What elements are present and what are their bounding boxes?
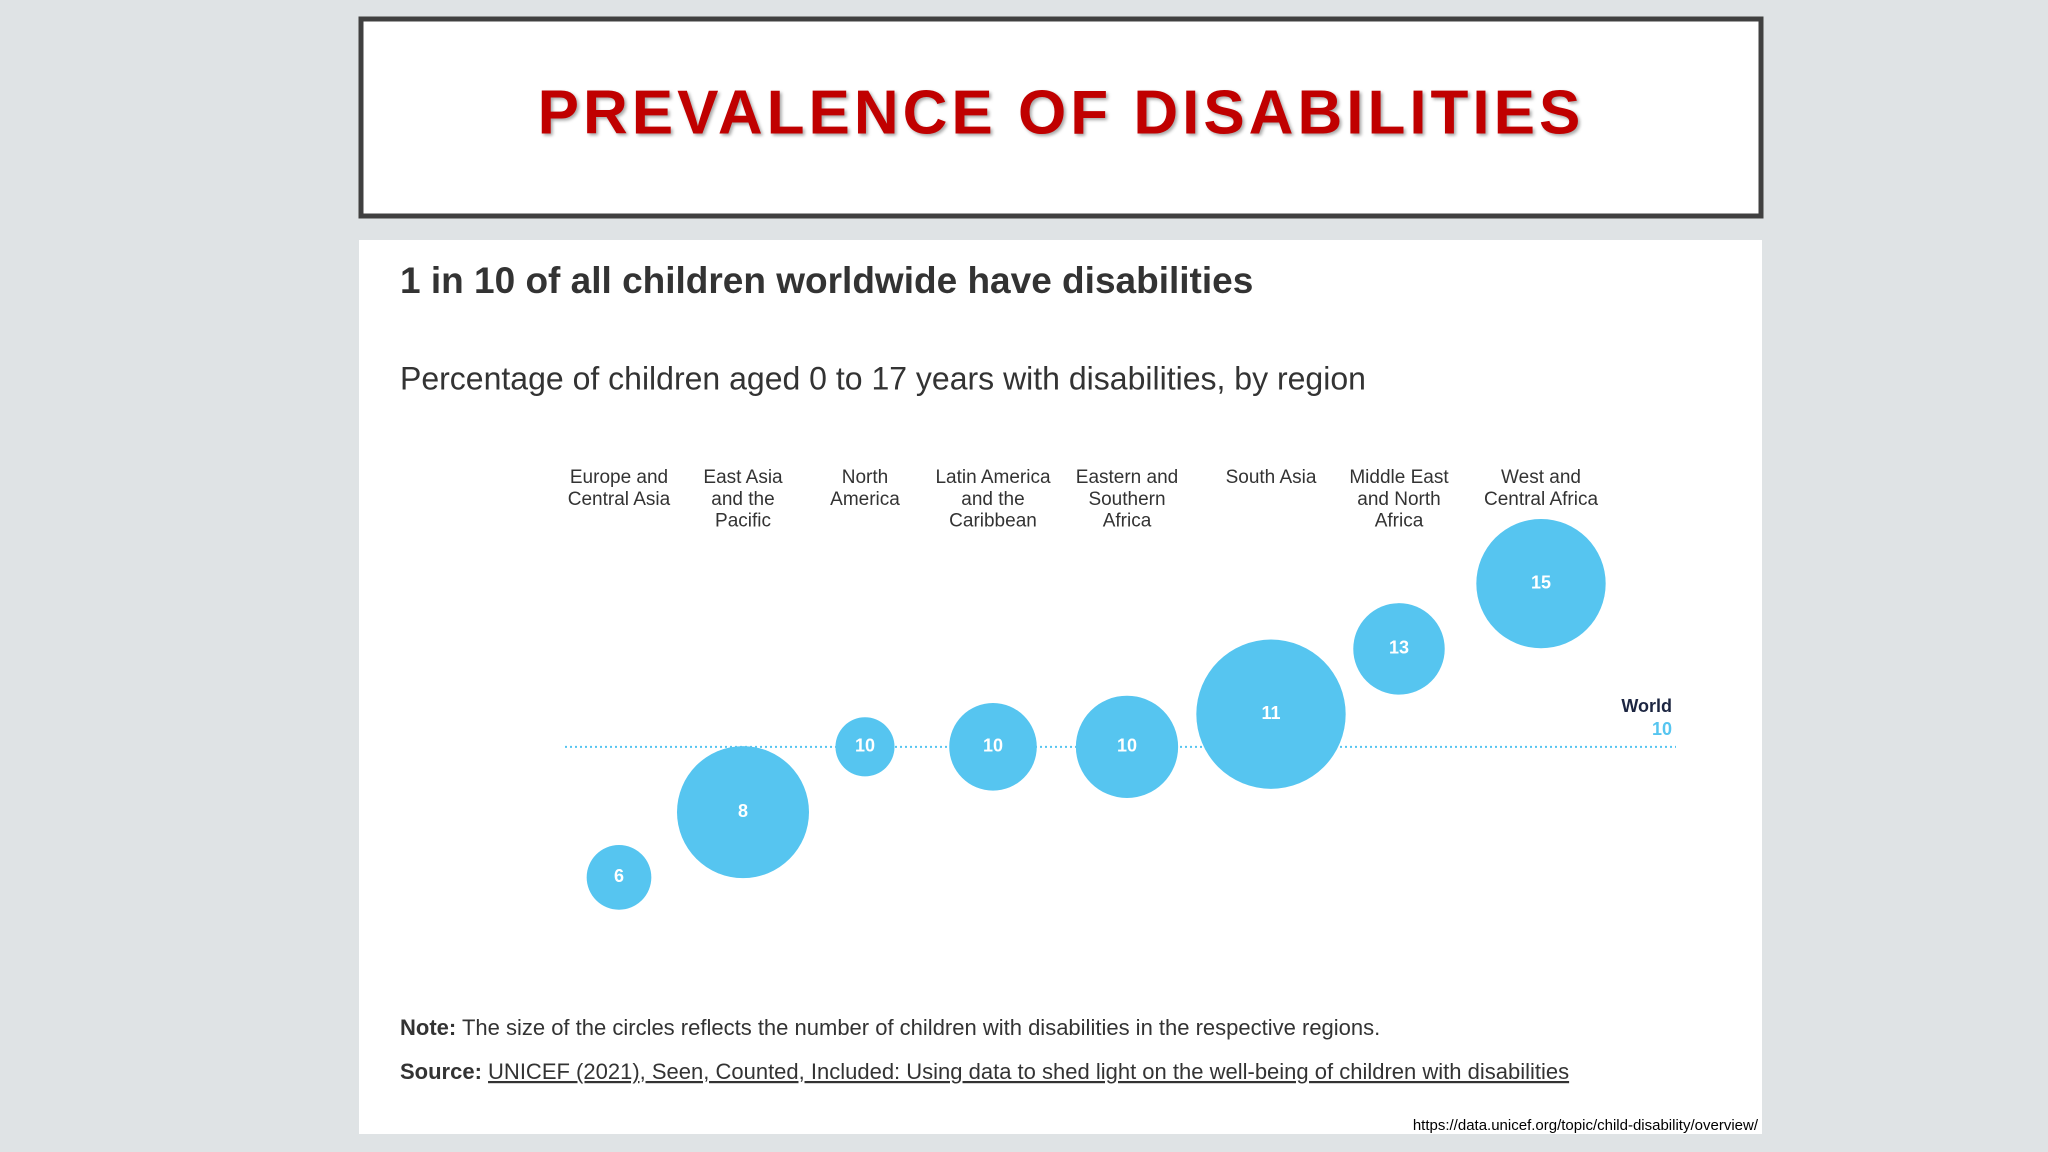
chart-panel	[359, 240, 1762, 1134]
slide-title: PREVALENCE OF DISABILITIES	[538, 78, 1585, 147]
x-tick-label: Europe and Central Asia	[568, 467, 671, 510]
x-tick-label: West and Central Africa	[1484, 467, 1598, 510]
bubble	[1196, 639, 1346, 789]
reference-value: 10	[1652, 719, 1672, 739]
bubble-label: 10	[855, 736, 875, 756]
bubble-label: 15	[1531, 572, 1551, 592]
source-label: Source:	[400, 1059, 482, 1084]
bubble	[677, 746, 809, 879]
x-tick-label: Eastern and Southern Africa	[1076, 467, 1178, 532]
x-tick-label: South Asia	[1226, 467, 1317, 488]
bubble	[1476, 518, 1606, 649]
x-tick-label: Middle East and North Africa	[1349, 467, 1449, 532]
source-link[interactable]: UNICEF (2021), Seen, Counted, Included: …	[488, 1059, 1569, 1084]
bubble-label: 11	[1261, 703, 1280, 723]
reference-label: World	[1621, 696, 1672, 716]
chart-subtitle: Percentage of children aged 0 to 17 year…	[400, 360, 1366, 396]
x-tick-label: North America	[830, 467, 900, 510]
bubble	[949, 703, 1037, 791]
x-tick-label: East Asia and the Pacific	[703, 467, 783, 532]
bubble-label: 10	[1117, 736, 1137, 756]
bubble	[1353, 603, 1445, 695]
note: Note: The size of the circles reflects t…	[400, 1015, 1380, 1040]
bubble	[835, 717, 895, 777]
bubble	[586, 845, 652, 910]
source: Source: UNICEF (2021), Seen, Counted, In…	[400, 1059, 1569, 1084]
header-box	[358, 16, 1764, 219]
note-label: Note:	[400, 1015, 456, 1040]
bubble-label: 6	[614, 866, 624, 886]
x-tick-label: Latin America and the Caribbean	[935, 467, 1051, 532]
note-text: The size of the circles reflects the num…	[462, 1015, 1380, 1040]
url: https://data.unicef.org/topic/child-disa…	[1413, 1117, 1759, 1134]
bubble	[1075, 695, 1179, 798]
chart-title: 1 in 10 of all children worldwide have d…	[400, 260, 1253, 301]
bubble-label: 8	[738, 801, 748, 821]
bubble-label: 10	[983, 736, 1003, 756]
bubble-label: 13	[1389, 638, 1409, 658]
